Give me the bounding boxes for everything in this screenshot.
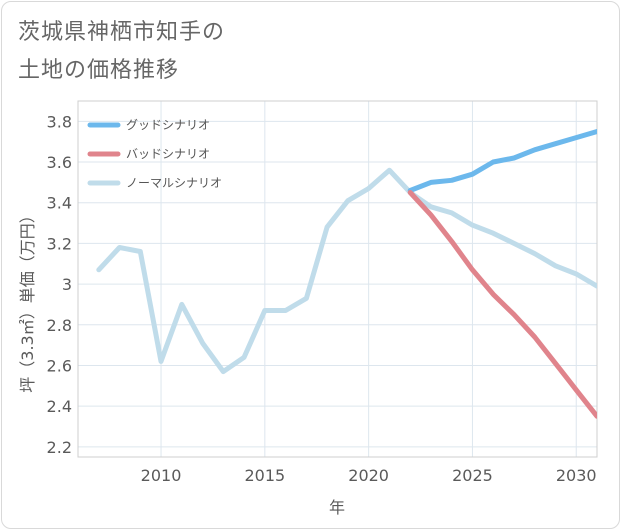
x-tick-label: 2010 xyxy=(141,466,182,485)
y-tick-label: 3.8 xyxy=(47,112,72,131)
x-tick-label: 2030 xyxy=(556,466,597,485)
x-tick-label: 2015 xyxy=(244,466,285,485)
y-tick-label: 3 xyxy=(62,275,72,294)
plot-area-border xyxy=(77,100,598,458)
y-tick-label: 2.8 xyxy=(47,316,72,335)
y-axis-ticks: 2.2 2.4 2.6 2.8 3 3.2 3.4 3.6 3.8 xyxy=(47,112,72,456)
y-tick-label: 3.6 xyxy=(47,153,72,172)
series-line-1 xyxy=(407,190,597,419)
x-tick-label: 2020 xyxy=(348,466,389,485)
series-lines xyxy=(96,129,597,419)
y-tick-label: 2.6 xyxy=(47,356,72,375)
y-tick-label: 2.4 xyxy=(47,397,72,416)
x-axis-label: 年 xyxy=(329,498,345,517)
legend-label: バッドシナリオ xyxy=(126,147,210,161)
x-axis-ticks: 2010 2015 2020 2025 2030 xyxy=(141,466,597,485)
legend-label: ノーマルシナリオ xyxy=(126,176,222,190)
y-tick-label: 2.2 xyxy=(47,438,72,457)
grid-lines xyxy=(78,101,597,457)
series-line-2 xyxy=(96,167,597,375)
legend-label: グッドシナリオ xyxy=(126,118,210,132)
y-axis-label: 坪（3.3㎡）単価（万円） xyxy=(18,207,37,392)
series-line-0 xyxy=(407,129,597,193)
x-tick-label: 2025 xyxy=(452,466,493,485)
y-tick-label: 3.2 xyxy=(47,234,72,253)
chart-title-line1: 茨城県神栖市知手の xyxy=(18,20,226,45)
chart-title-line2: 土地の価格推移 xyxy=(18,58,180,83)
y-tick-label: 3.4 xyxy=(47,194,72,213)
